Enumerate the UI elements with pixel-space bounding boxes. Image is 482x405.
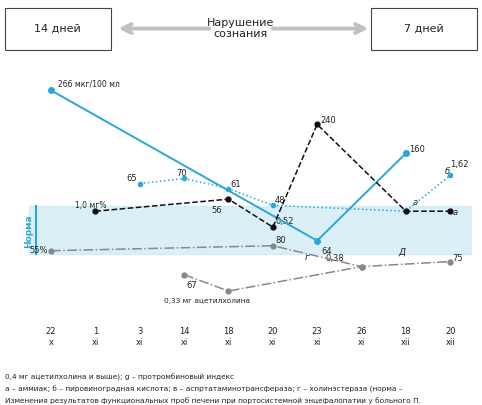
- Text: xii: xii: [401, 337, 411, 346]
- Text: 65: 65: [126, 173, 137, 182]
- Text: xi: xi: [358, 337, 365, 346]
- Text: xii: xii: [445, 337, 455, 346]
- Text: xi: xi: [269, 337, 277, 346]
- Text: 67: 67: [187, 281, 197, 290]
- Text: Нарушение
сознания: Нарушение сознания: [207, 17, 275, 39]
- Text: xi: xi: [225, 337, 232, 346]
- Text: xi: xi: [180, 337, 188, 346]
- Text: 3: 3: [137, 326, 143, 335]
- FancyArrowPatch shape: [123, 25, 209, 34]
- Text: 22: 22: [46, 326, 56, 335]
- Text: 26: 26: [356, 326, 367, 335]
- Text: 0,38: 0,38: [325, 254, 344, 263]
- Text: 0,4 мг ацетилхолина и выше); g – протромбиновый индекс: 0,4 мг ацетилхолина и выше); g – протром…: [5, 373, 234, 380]
- Text: xi: xi: [136, 337, 144, 346]
- Text: б,: б,: [445, 166, 453, 175]
- Text: 0,52: 0,52: [275, 217, 294, 226]
- Text: x: x: [49, 337, 54, 346]
- Text: Норма: Норма: [25, 214, 33, 247]
- Text: 1,0 мг%: 1,0 мг%: [76, 201, 107, 210]
- Text: xi: xi: [313, 337, 321, 346]
- Text: 20: 20: [445, 326, 455, 335]
- Text: 56: 56: [212, 205, 222, 214]
- Bar: [29, 207, 472, 254]
- Text: а: а: [413, 197, 417, 206]
- Text: 0,33 мг ацетилхолина: 0,33 мг ацетилхолина: [164, 298, 250, 304]
- Text: 14: 14: [179, 326, 189, 335]
- Text: 20: 20: [268, 326, 278, 335]
- Text: 7 дней: 7 дней: [404, 23, 444, 33]
- Text: г: г: [305, 252, 309, 261]
- Text: 61: 61: [231, 179, 241, 188]
- Text: а – аммиак; б – пировиноградная кислота; в – аспртатаминотрансфераза; г – холинэ: а – аммиак; б – пировиноградная кислота;…: [5, 384, 402, 392]
- Text: 14 дней: 14 дней: [35, 23, 81, 33]
- Text: 23: 23: [312, 326, 322, 335]
- Text: 1,62: 1,62: [450, 160, 469, 169]
- Text: 240: 240: [321, 115, 336, 125]
- Text: 1: 1: [93, 326, 98, 335]
- Text: 80: 80: [275, 235, 286, 244]
- Text: 55%: 55%: [30, 245, 48, 254]
- Text: 64: 64: [321, 247, 332, 256]
- Text: Д: Д: [398, 247, 405, 256]
- Text: xi: xi: [92, 337, 99, 346]
- Text: 70: 70: [176, 168, 187, 177]
- Text: 75: 75: [453, 254, 463, 263]
- FancyBboxPatch shape: [5, 9, 111, 51]
- FancyArrowPatch shape: [273, 25, 364, 34]
- Text: 18: 18: [223, 326, 234, 335]
- Text: Изменения результатов функциональных проб печени при портосистемной энцефалопати: Изменения результатов функциональных про…: [5, 396, 421, 403]
- Text: 48: 48: [275, 196, 286, 205]
- Text: 160: 160: [409, 145, 425, 153]
- FancyBboxPatch shape: [371, 9, 477, 51]
- Text: а: а: [453, 207, 457, 216]
- Text: 18: 18: [401, 326, 411, 335]
- Text: 266 мкг/100 мл: 266 мкг/100 мл: [58, 80, 120, 89]
